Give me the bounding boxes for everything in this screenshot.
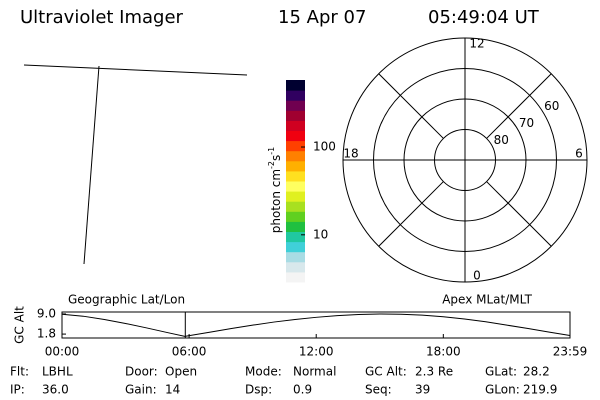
info-label: GLon: xyxy=(485,383,520,397)
mlt-label: 18 xyxy=(343,147,358,161)
label-part: s xyxy=(269,155,283,161)
mlt-label: 0 xyxy=(473,269,481,283)
x-tick-label: 00:00 xyxy=(45,345,80,359)
color-step xyxy=(286,241,305,253)
info-value: Normal xyxy=(293,365,336,379)
info-value: 28.2 xyxy=(523,365,550,379)
info-label: Gain: xyxy=(125,383,157,397)
color-step xyxy=(286,231,305,243)
color-step xyxy=(286,251,305,263)
label-part: photon cm xyxy=(269,169,283,233)
color-step xyxy=(286,170,305,182)
colorbar-tick-label: 100 xyxy=(313,140,336,154)
info-label: IP: xyxy=(10,383,25,397)
color-step xyxy=(286,160,305,172)
spoke xyxy=(378,181,444,247)
x-tick-label: 06:00 xyxy=(172,345,207,359)
color-step xyxy=(286,271,305,283)
spoke xyxy=(486,181,552,247)
y-tick-label: 1.8 xyxy=(37,327,56,341)
info-value: 39 xyxy=(415,383,430,397)
colorbar-label: photon cm-2s-1 xyxy=(267,147,283,234)
color-step xyxy=(286,221,305,232)
label-part: -1 xyxy=(267,147,276,155)
x-tick-label: 23:59 xyxy=(553,345,588,359)
info-value: 36.0 xyxy=(42,383,69,397)
map-line xyxy=(23,64,248,76)
spoke xyxy=(378,73,444,139)
info-label: Flt: xyxy=(10,365,29,379)
mlt-label: 6 xyxy=(575,147,583,161)
lat-label: 80 xyxy=(494,133,509,147)
mlt-label: 12 xyxy=(469,37,484,51)
color-step xyxy=(286,100,305,111)
series-line xyxy=(61,313,571,337)
lat-label: 60 xyxy=(544,99,559,113)
color-step xyxy=(286,150,305,162)
color-step xyxy=(286,140,305,152)
info-label: GLat: xyxy=(485,365,517,379)
info-label: GC Alt: xyxy=(365,365,407,379)
y-axis-label: GC Alt xyxy=(13,306,27,344)
color-step xyxy=(286,120,305,131)
info-label: Mode: xyxy=(245,365,282,379)
color-step xyxy=(286,130,305,142)
color-step xyxy=(286,211,305,222)
date: 15 Apr 07 xyxy=(278,7,366,28)
lat-label: 70 xyxy=(519,116,534,130)
color-step xyxy=(286,181,305,192)
info-label: Seq: xyxy=(365,383,392,397)
y-tick-label: 9.0 xyxy=(37,306,56,320)
time: 05:49:04 UT xyxy=(428,7,540,28)
info-value: 14 xyxy=(165,383,180,397)
info-label: Dsp: xyxy=(245,383,272,397)
subtitle: Apex MLat/MLT xyxy=(442,293,532,307)
color-step xyxy=(286,110,305,121)
x-tick-label: 18:00 xyxy=(426,345,461,359)
label-part: -2 xyxy=(267,161,276,169)
color-step xyxy=(286,201,305,212)
map-outline xyxy=(23,64,248,265)
color-step xyxy=(286,90,305,101)
subtitle: Geographic Lat/Lon xyxy=(68,293,185,307)
info-label: Door: xyxy=(125,365,158,379)
spoke xyxy=(486,73,552,139)
color-step xyxy=(286,80,305,91)
info-value: Open xyxy=(165,365,197,379)
info-value: LBHL xyxy=(42,365,73,379)
colorbar-tick-label: 10 xyxy=(313,227,328,241)
info-value: 0.9 xyxy=(293,383,312,397)
color-step xyxy=(286,191,305,202)
info-value: 219.9 xyxy=(523,383,557,397)
color-step xyxy=(286,261,305,273)
map-line xyxy=(83,65,100,265)
x-tick-label: 12:00 xyxy=(299,345,334,359)
info-value: 2.3 Re xyxy=(415,365,453,379)
title: Ultraviolet Imager xyxy=(20,7,184,28)
